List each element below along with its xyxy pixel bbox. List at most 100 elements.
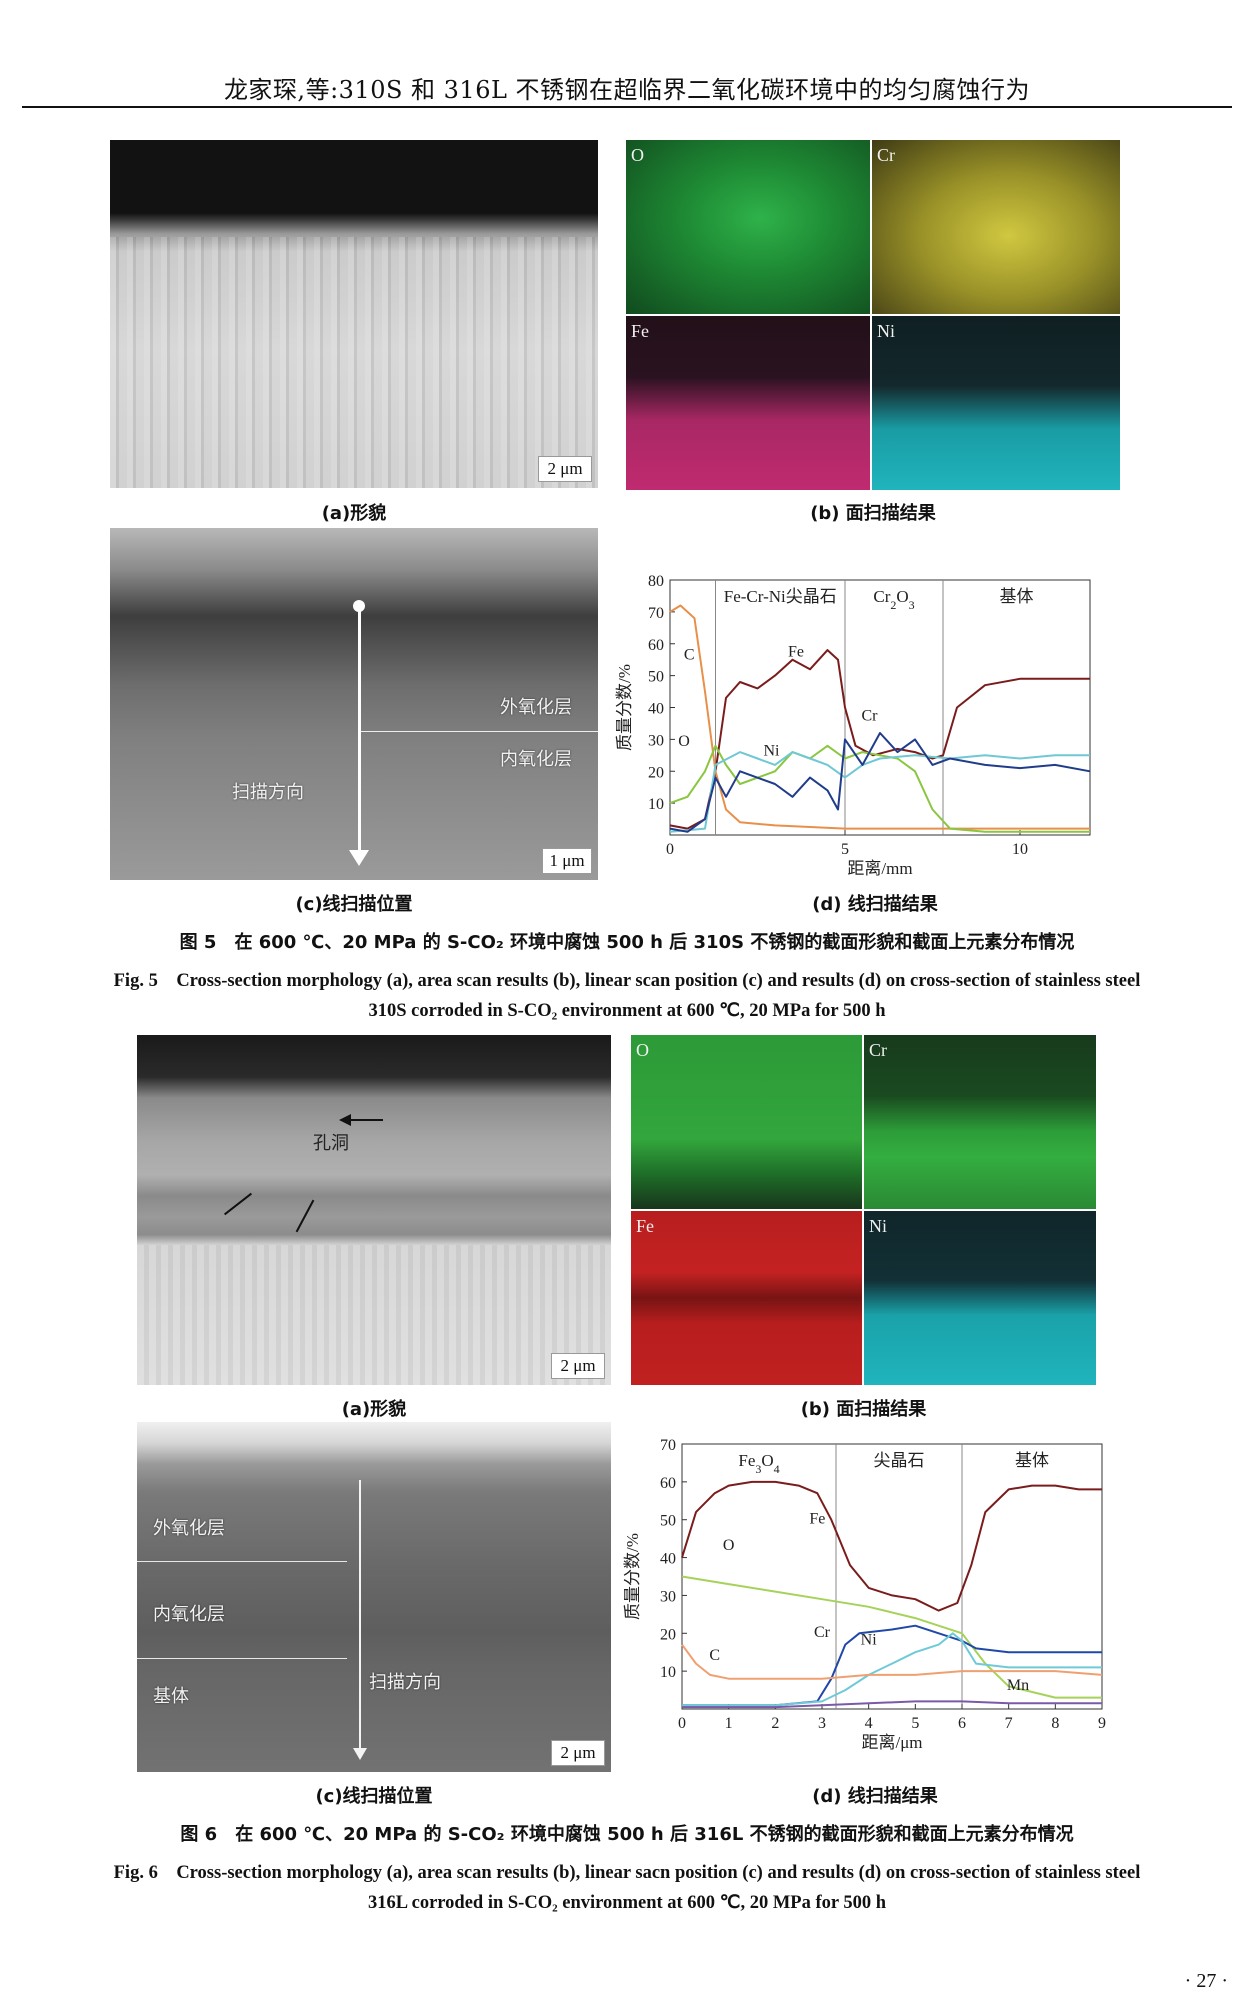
fig5d-xtick-label: 5 bbox=[841, 841, 849, 858]
fig5-sem-linescan: 外氧化层 内氧化层 扫描方向 1 μm bbox=[110, 528, 598, 880]
fig6c-outer-oxide-label: 外氧化层 bbox=[153, 1518, 225, 1539]
fig6d-ylabel: 质量分数/% bbox=[623, 1533, 642, 1620]
fig5d-ytick-label: 70 bbox=[648, 605, 664, 622]
page-number: · 27 · bbox=[1184, 1970, 1228, 1992]
fig6c-inner-oxide-label: 内氧化层 bbox=[153, 1604, 225, 1625]
fig5d-ytick-label: 80 bbox=[648, 573, 664, 590]
fig5-sem-morphology: 2 μm bbox=[110, 140, 598, 488]
fig5-caption-en-line1: Fig. 5 Cross-section morphology (a), are… bbox=[113, 971, 1141, 991]
fig6d-region-label: 基体 bbox=[1015, 1451, 1049, 1470]
fig5d-xtick-label: 0 bbox=[666, 841, 674, 858]
fig5a-scale-bar: 2 μm bbox=[538, 456, 592, 482]
fig5d-plot-frame bbox=[669, 579, 1091, 836]
fig6d-ytick-label: 50 bbox=[660, 1513, 676, 1530]
fig5b-label: (b) 面扫描结果 bbox=[810, 503, 936, 524]
fig6c-base-label: 基体 bbox=[153, 1686, 189, 1707]
fig6-map-fe: Fe bbox=[631, 1211, 862, 1385]
fig6d-xtick-label: 7 bbox=[1005, 1715, 1013, 1732]
fig5c-scan-start-dot bbox=[353, 600, 365, 612]
fig6d-ytick-label: 70 bbox=[660, 1437, 676, 1454]
fig5c-inner-oxide-label: 内氧化层 bbox=[500, 749, 572, 770]
fig5d-series-ni bbox=[669, 751, 1090, 833]
fig5d-annotation-cr: Cr bbox=[862, 707, 879, 724]
fig5-caption-cn: 图 5 在 600 ℃、20 MPa 的 S-CO₂ 环境中腐蚀 500 h 后… bbox=[179, 932, 1075, 953]
fig5d-ytick-label: 30 bbox=[648, 732, 664, 749]
fig6a-arrow-top bbox=[349, 1119, 383, 1121]
fig6a-scale-bar: 2 μm bbox=[551, 1353, 605, 1379]
fig6a-substrate-texture bbox=[137, 1245, 611, 1385]
fig6d-region-label: Fe3O4 bbox=[738, 1451, 779, 1476]
fig5d-ytick-label: 40 bbox=[648, 701, 664, 718]
fig5d-series-c bbox=[669, 604, 1090, 830]
fig5d-series-o bbox=[669, 744, 1090, 833]
fig6-linescan-chart: Fe3O4 尖晶石 基体 10 20 30 40 50 60 70 0 1 2 3 4 5 6 7 8 9 距离/μm 质… bbox=[623, 1437, 1106, 1752]
fig6a-pore-label: 孔洞 bbox=[313, 1133, 349, 1154]
fig6d-series-fe bbox=[681, 1480, 1102, 1612]
fig6d-series-c bbox=[681, 1644, 1103, 1680]
fig6a-label: (a)形貌 bbox=[341, 1399, 407, 1420]
fig6d-ytick-label: 10 bbox=[660, 1664, 676, 1681]
fig6d-xtick-label: 0 bbox=[678, 1715, 686, 1732]
fig5c-outer-oxide-label: 外氧化层 bbox=[500, 697, 572, 718]
fig6-caption-en-line1: Fig. 6 Cross-section morphology (a), are… bbox=[113, 1863, 1141, 1883]
fig6b-label: (b) 面扫描结果 bbox=[800, 1399, 927, 1420]
fig6-map-o: O bbox=[631, 1035, 862, 1209]
fig5c-outer-layer-boundary bbox=[358, 731, 598, 732]
fig5d-ytick-label: 10 bbox=[648, 796, 664, 813]
fig6c-layer-boundary-2 bbox=[137, 1658, 347, 1659]
fig6-caption-cn: 图 6 在 600 ℃、20 MPa 的 S-CO₂ 环境中腐蚀 500 h 后… bbox=[180, 1824, 1074, 1845]
fig6-map-cr-label: Cr bbox=[869, 1040, 887, 1060]
fig5c-scan-line bbox=[358, 606, 361, 856]
fig6-map-ni-label: Ni bbox=[869, 1216, 887, 1236]
running-header: 龙家琛,等:310S 和 316L 不锈钢在超临界二氧化碳环境中的均匀腐蚀行为 bbox=[223, 76, 1031, 104]
fig6-map-cr: Cr bbox=[864, 1035, 1096, 1209]
fig6d-annotation-mn: Mn bbox=[1007, 1677, 1029, 1694]
fig5d-annotation-o: O bbox=[678, 733, 690, 750]
fig6d-ytick-label: 20 bbox=[660, 1626, 676, 1643]
fig5d-region-label: Fe-Cr-Ni尖晶石 bbox=[724, 587, 837, 606]
fig6d-annotation-cr: Cr bbox=[814, 1624, 831, 1641]
fig5d-region-label: 基体 bbox=[1000, 587, 1034, 606]
fig6d-xtick-label: 4 bbox=[865, 1715, 873, 1732]
fig6d-xtick-label: 8 bbox=[1051, 1715, 1059, 1732]
fig6d-xtick-label: 1 bbox=[725, 1715, 733, 1732]
fig6d-xlabel: 距离/μm bbox=[861, 1733, 922, 1752]
fig5c-label: (c)线扫描位置 bbox=[295, 894, 413, 915]
fig5d-ytick-label: 20 bbox=[648, 764, 664, 781]
fig6c-scale-bar: 2 μm bbox=[551, 1740, 605, 1766]
fig5-linescan-chart: Fe-Cr-Ni尖晶石 Cr2O3 基体 10 20 30 40 50 60 70 80 0 5 10 距离… bbox=[615, 573, 1091, 878]
fig6d-xtick-label: 5 bbox=[911, 1715, 919, 1732]
fig5-map-fe: Fe bbox=[626, 316, 870, 490]
fig6c-scan-arrowhead bbox=[353, 1748, 367, 1760]
fig5-map-cr-label: Cr bbox=[877, 145, 895, 165]
fig5d-series-fe bbox=[669, 649, 1090, 830]
fig6c-layer-boundary-1 bbox=[137, 1561, 347, 1562]
fig6d-annotation-fe: Fe bbox=[809, 1511, 825, 1528]
fig5-map-fe-label: Fe bbox=[631, 321, 649, 341]
fig5d-ytick-label: 60 bbox=[648, 637, 664, 654]
fig6d-xtick-label: 3 bbox=[818, 1715, 826, 1732]
fig5-map-o: O bbox=[626, 140, 870, 314]
fig6-map-fe-label: Fe bbox=[636, 1216, 654, 1236]
fig5d-annotation-ni: Ni bbox=[764, 742, 781, 759]
fig6d-xtick-label: 6 bbox=[958, 1715, 966, 1732]
fig6d-ytick-label: 60 bbox=[660, 1475, 676, 1492]
fig5d-ytick-label: 50 bbox=[648, 669, 664, 686]
fig5c-scan-arrowhead bbox=[349, 850, 369, 866]
fig5-map-ni: Ni bbox=[872, 316, 1120, 490]
header-rule bbox=[22, 106, 1232, 108]
fig6-map-o-label: O bbox=[636, 1040, 649, 1060]
fig6-sem-morphology: 孔洞 2 μm bbox=[137, 1035, 611, 1385]
fig6d-annotation-c: C bbox=[709, 1647, 720, 1664]
fig6a-arrow-top-head bbox=[339, 1114, 351, 1126]
fig5-map-o-label: O bbox=[631, 145, 644, 165]
fig6d-series-o bbox=[681, 1575, 1102, 1699]
fig6d-region-label: 尖晶石 bbox=[874, 1451, 925, 1470]
fig6c-label: (c)线扫描位置 bbox=[315, 1786, 433, 1807]
fig5c-scan-direction-label: 扫描方向 bbox=[232, 782, 304, 803]
fig6a-arrow-right bbox=[295, 1199, 315, 1233]
fig5-map-ni-label: Ni bbox=[877, 321, 895, 341]
fig5-sem-vertical-texture bbox=[110, 237, 598, 488]
fig6d-annotation-o: O bbox=[723, 1537, 735, 1554]
fig6-sem-linescan: 外氧化层 内氧化层 基体 扫描方向 2 μm bbox=[137, 1422, 611, 1772]
